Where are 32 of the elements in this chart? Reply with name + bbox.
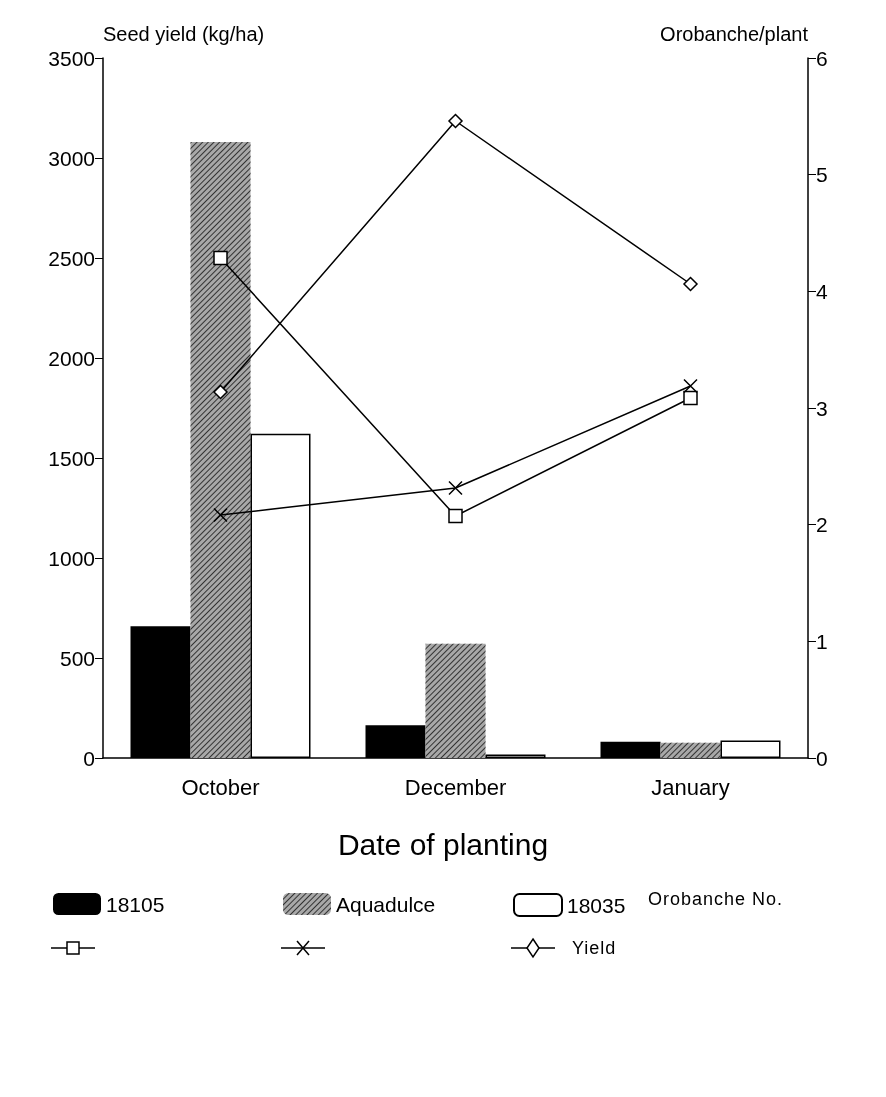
point <box>448 480 463 496</box>
legend-label: 18105 <box>106 892 165 916</box>
text: Yield <box>572 937 617 959</box>
y-tick-label: 3500 <box>48 46 95 70</box>
legend-label: Aquadulce <box>336 892 436 916</box>
y2-tick-label: 6 <box>816 46 828 70</box>
y-tick-label: 3000 <box>48 146 95 170</box>
x-tick-label: October <box>181 774 260 800</box>
y2-tick-label: 5 <box>816 163 828 187</box>
y2-tick-label: 4 <box>816 279 828 303</box>
y-tick-label: 1000 <box>48 546 95 570</box>
y2-tick-label: 3 <box>816 396 828 420</box>
text: Orobanche No. <box>648 888 784 910</box>
point <box>683 390 698 406</box>
y2-tick-label: 2 <box>816 513 828 537</box>
point <box>448 508 463 524</box>
y-axis-title: Seed yield (kg/ha) <box>103 23 265 45</box>
y-tick-label: 500 <box>59 646 95 670</box>
y-tick-label: 2500 <box>48 246 95 270</box>
y2-axis-title: Orobanche/plant <box>660 23 809 45</box>
x-tick-label: December <box>404 774 507 800</box>
legend-label: 18035 <box>567 893 626 917</box>
y2-tick-label: 1 <box>816 629 828 653</box>
y2-tick-label: 0 <box>816 746 828 770</box>
x-axis-title: Date of planting <box>336 828 550 862</box>
y-tick-label: 2000 <box>48 346 95 370</box>
point <box>213 507 228 523</box>
y-tick-label: 0 <box>83 746 95 770</box>
point <box>213 250 228 266</box>
y-tick-label: 1500 <box>48 446 95 470</box>
x-tick-label: January <box>651 774 730 800</box>
point <box>683 378 698 394</box>
